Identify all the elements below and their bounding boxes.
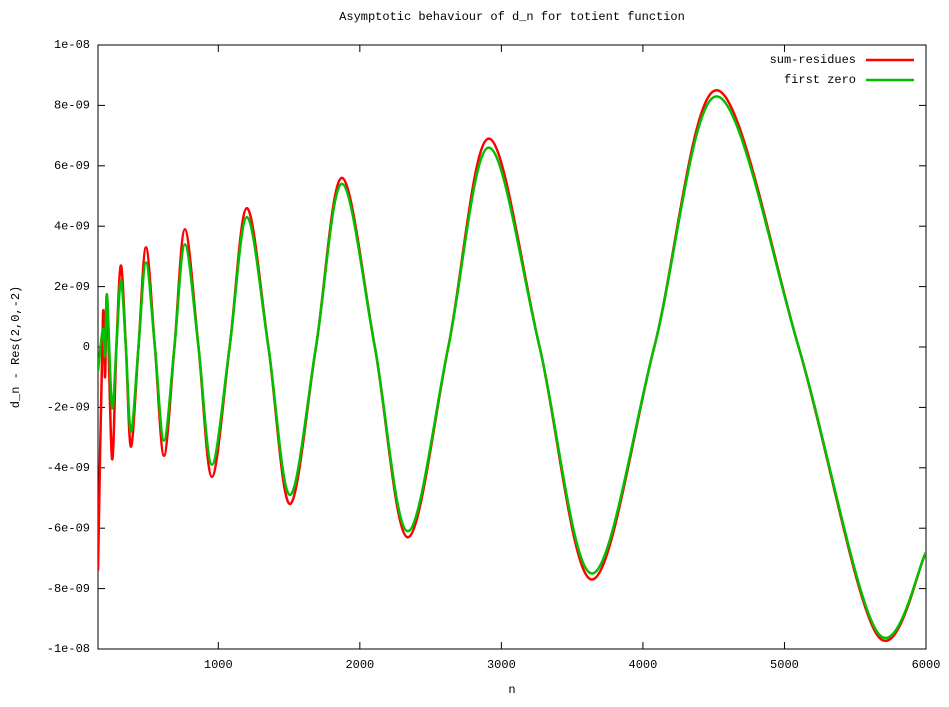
x-tick-label: 2000 <box>345 658 374 672</box>
y-axis-label: d_n - Res(2,0,-2) <box>9 286 23 408</box>
x-tick-label: 6000 <box>912 658 941 672</box>
y-tick-label: 2e-09 <box>54 280 90 294</box>
y-tick-label: 4e-09 <box>54 219 90 233</box>
y-tick-label: -4e-09 <box>47 461 90 475</box>
x-axis-label: n <box>508 683 515 697</box>
plot-lines <box>98 89 926 643</box>
legend-label: first zero <box>784 73 856 87</box>
y-tick-label: 8e-09 <box>54 99 90 113</box>
x-tick-label: 5000 <box>770 658 799 672</box>
y-tick-label: -8e-09 <box>47 582 90 596</box>
chart-title: Asymptotic behaviour of d_n for totient … <box>339 10 685 24</box>
y-tick-label: 0 <box>83 340 90 354</box>
y-tick-label: -6e-09 <box>47 521 90 535</box>
legend-label: sum-residues <box>770 53 856 67</box>
y-tick-label: 1e-08 <box>54 38 90 52</box>
x-tick-label: 3000 <box>487 658 516 672</box>
y-tick-label: -2e-09 <box>47 401 90 415</box>
x-tick-label: 4000 <box>629 658 658 672</box>
x-tick-label: 1000 <box>204 658 233 672</box>
y-tick-label: -1e-08 <box>47 642 90 656</box>
y-tick-label: 6e-09 <box>54 159 90 173</box>
line-series <box>98 95 926 640</box>
